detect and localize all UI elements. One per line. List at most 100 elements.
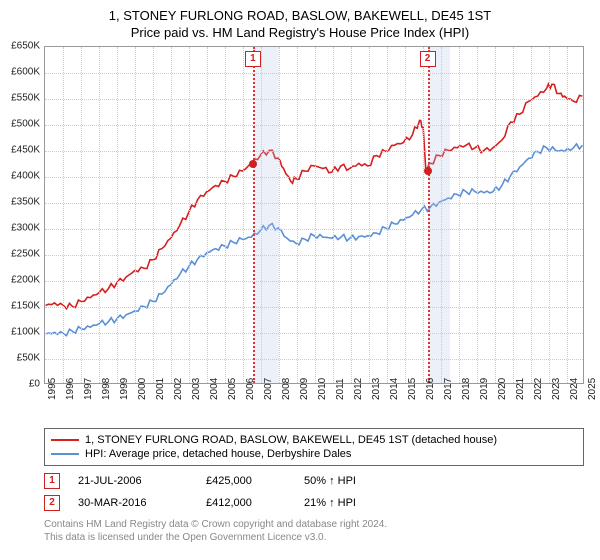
legend-box: 1, STONEY FURLONG ROAD, BASLOW, BAKEWELL…: [44, 428, 584, 466]
event-delta-2: 21% ↑ HPI: [304, 497, 404, 509]
gridline-h: [45, 151, 583, 152]
x-axis-label: 2014: [389, 378, 400, 400]
gridline-v: [117, 47, 118, 383]
gridline-h: [45, 203, 583, 204]
x-axis-label: 2010: [317, 378, 328, 400]
y-axis-label: £100K: [0, 327, 40, 338]
gridline-v: [315, 47, 316, 383]
gridline-v: [477, 47, 478, 383]
y-axis-label: £550K: [0, 93, 40, 104]
y-axis-label: £150K: [0, 301, 40, 312]
event-price-2: £412,000: [206, 497, 286, 509]
x-axis-label: 2022: [533, 378, 544, 400]
gridline-h: [45, 359, 583, 360]
gridline-h: [45, 229, 583, 230]
event-line: [253, 47, 255, 383]
x-axis-label: 2001: [155, 378, 166, 400]
y-axis-label: £450K: [0, 145, 40, 156]
legend-label-property: 1, STONEY FURLONG ROAD, BASLOW, BAKEWELL…: [85, 434, 497, 446]
gridline-v: [225, 47, 226, 383]
title-sub: Price paid vs. HM Land Registry's House …: [0, 25, 600, 40]
gridline-v: [333, 47, 334, 383]
x-axis-label: 2006: [245, 378, 256, 400]
x-axis-label: 1995: [47, 378, 58, 400]
x-axis-label: 2011: [335, 378, 346, 400]
footer-line2: This data is licensed under the Open Gov…: [44, 531, 584, 544]
x-axis-label: 2004: [209, 378, 220, 400]
y-axis-label: £200K: [0, 275, 40, 286]
footer: Contains HM Land Registry data © Crown c…: [44, 518, 584, 544]
event-price-1: £425,000: [206, 475, 286, 487]
x-axis-label: 2023: [551, 378, 562, 400]
legend-swatch-hpi: [51, 453, 79, 455]
x-axis-label: 2017: [443, 378, 454, 400]
event-line: [428, 47, 430, 383]
gridline-h: [45, 125, 583, 126]
gridline-v: [279, 47, 280, 383]
gridline-v: [513, 47, 514, 383]
x-axis-label: 2003: [191, 378, 202, 400]
event-badge-marker: 2: [420, 51, 436, 67]
y-axis-label: £350K: [0, 197, 40, 208]
gridline-v: [459, 47, 460, 383]
x-axis-label: 2020: [497, 378, 508, 400]
x-axis-label: 1997: [83, 378, 94, 400]
gridline-v: [153, 47, 154, 383]
y-axis-label: £650K: [0, 41, 40, 52]
x-axis-label: 2005: [227, 378, 238, 400]
gridline-v: [567, 47, 568, 383]
gridline-v: [189, 47, 190, 383]
gridline-v: [207, 47, 208, 383]
event-date-2: 30-MAR-2016: [78, 497, 188, 509]
x-axis-label: 2002: [173, 378, 184, 400]
event-dot: [249, 160, 257, 168]
x-axis-label: 1999: [119, 378, 130, 400]
x-axis-label: 1996: [65, 378, 76, 400]
chart-area: 12: [44, 46, 584, 384]
legend-label-hpi: HPI: Average price, detached house, Derb…: [85, 448, 351, 460]
footer-line1: Contains HM Land Registry data © Crown c…: [44, 518, 584, 531]
event-delta-1: 50% ↑ HPI: [304, 475, 404, 487]
gridline-v: [387, 47, 388, 383]
gridline-h: [45, 281, 583, 282]
x-axis-label: 2021: [515, 378, 526, 400]
shaded-range: [428, 47, 451, 383]
gridline-v: [243, 47, 244, 383]
gridline-v: [495, 47, 496, 383]
x-axis-label: 2024: [569, 378, 580, 400]
event-dot: [424, 167, 432, 175]
event-date-1: 21-JUL-2006: [78, 475, 188, 487]
x-axis-label: 2012: [353, 378, 364, 400]
events-table: 1 21-JUL-2006 £425,000 50% ↑ HPI 2 30-MA…: [44, 470, 584, 514]
y-axis-label: £50K: [0, 353, 40, 364]
gridline-v: [297, 47, 298, 383]
y-axis-label: £300K: [0, 223, 40, 234]
x-axis-label: 2015: [407, 378, 418, 400]
x-axis-label: 2007: [263, 378, 274, 400]
y-axis-label: £600K: [0, 67, 40, 78]
event-row-2: 2 30-MAR-2016 £412,000 21% ↑ HPI: [44, 492, 584, 514]
gridline-v: [405, 47, 406, 383]
gridline-v: [135, 47, 136, 383]
y-axis-label: £500K: [0, 119, 40, 130]
gridline-v: [531, 47, 532, 383]
gridline-h: [45, 177, 583, 178]
x-axis-label: 2019: [479, 378, 490, 400]
gridline-h: [45, 255, 583, 256]
gridline-v: [99, 47, 100, 383]
gridline-h: [45, 73, 583, 74]
x-axis-label: 2013: [371, 378, 382, 400]
gridline-v: [171, 47, 172, 383]
y-axis-label: £400K: [0, 171, 40, 182]
title-block: 1, STONEY FURLONG ROAD, BASLOW, BAKEWELL…: [0, 0, 600, 40]
x-axis-label: 2008: [281, 378, 292, 400]
gridline-v: [63, 47, 64, 383]
x-axis-label: 2009: [299, 378, 310, 400]
gridline-h: [45, 307, 583, 308]
x-axis-label: 2025: [587, 378, 598, 400]
gridline-h: [45, 333, 583, 334]
legend-row-property: 1, STONEY FURLONG ROAD, BASLOW, BAKEWELL…: [51, 433, 577, 447]
event-badge-1: 1: [44, 473, 60, 489]
legend-row-hpi: HPI: Average price, detached house, Derb…: [51, 447, 577, 461]
y-axis-label: £250K: [0, 249, 40, 260]
